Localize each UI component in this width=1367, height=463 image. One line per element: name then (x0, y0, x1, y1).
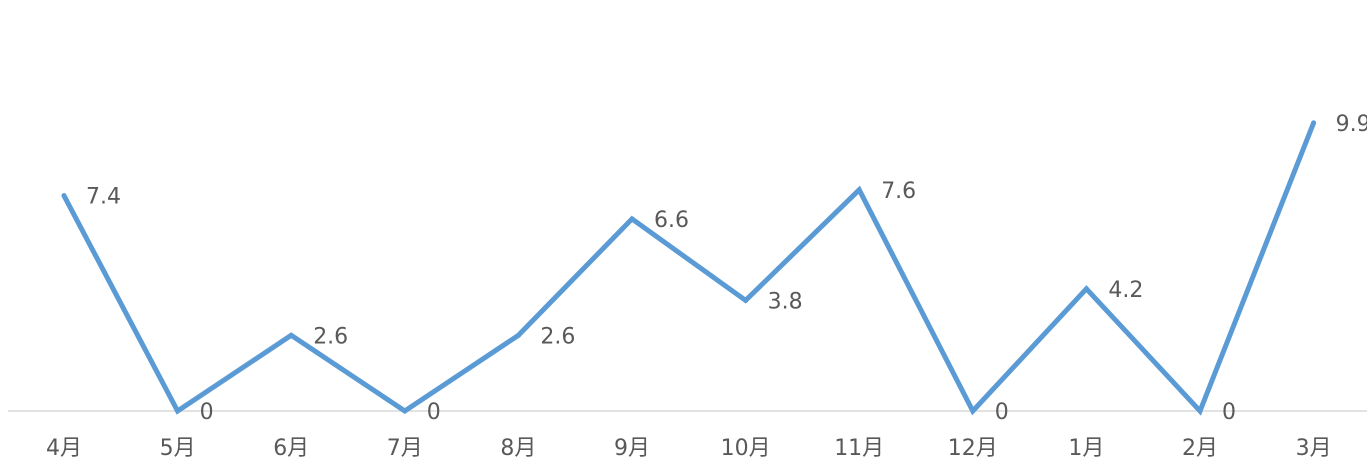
x-tick-label: 12月 (948, 436, 998, 461)
x-tick-label: 4月 (46, 436, 82, 461)
x-tick-labels: 4月 5月 6月 7月 8月 9月 10月 11月 12月 1月 2月 3月 (46, 436, 1332, 461)
data-point (1311, 120, 1317, 126)
x-tick-label: 1月 (1068, 436, 1104, 461)
data-point (856, 187, 862, 193)
data-point (629, 216, 635, 222)
x-tick-label: 6月 (273, 436, 309, 461)
data-point (288, 332, 294, 338)
data-label: 0 (427, 400, 441, 425)
x-tick-label: 9月 (614, 436, 650, 461)
x-tick-label: 2月 (1182, 436, 1218, 461)
data-label: 2.6 (313, 324, 348, 349)
series-line-0 (61, 120, 1317, 416)
data-label: 6.6 (654, 208, 689, 233)
x-tick-label: 11月 (834, 436, 884, 461)
x-tick-label: 5月 (160, 436, 196, 461)
data-point (1083, 286, 1089, 292)
data-point (515, 332, 521, 338)
data-point (175, 408, 181, 414)
x-tick-label: 10月 (721, 436, 771, 461)
x-tick-label: 3月 (1296, 436, 1332, 461)
data-label: 3.8 (768, 289, 803, 314)
series-group (61, 120, 1317, 416)
data-label: 9.9 (1336, 112, 1367, 137)
x-tick-label: 7月 (387, 436, 423, 461)
data-label: 0 (200, 400, 214, 425)
data-point (61, 193, 67, 199)
data-labels: 7.4 0 2.6 0 2.6 6.6 3.8 7.6 0 4.2 0 9.9 (86, 112, 1367, 425)
data-point (402, 408, 408, 414)
x-tick-label: 8月 (500, 436, 536, 461)
data-label: 4.2 (1108, 278, 1143, 303)
data-point (970, 408, 976, 414)
data-label: 0 (1222, 400, 1236, 425)
data-label: 2.6 (540, 324, 575, 349)
data-label: 0 (995, 400, 1009, 425)
data-label: 7.6 (881, 179, 916, 204)
data-label: 7.4 (86, 185, 121, 210)
data-point (1197, 408, 1203, 414)
data-point (743, 297, 749, 303)
